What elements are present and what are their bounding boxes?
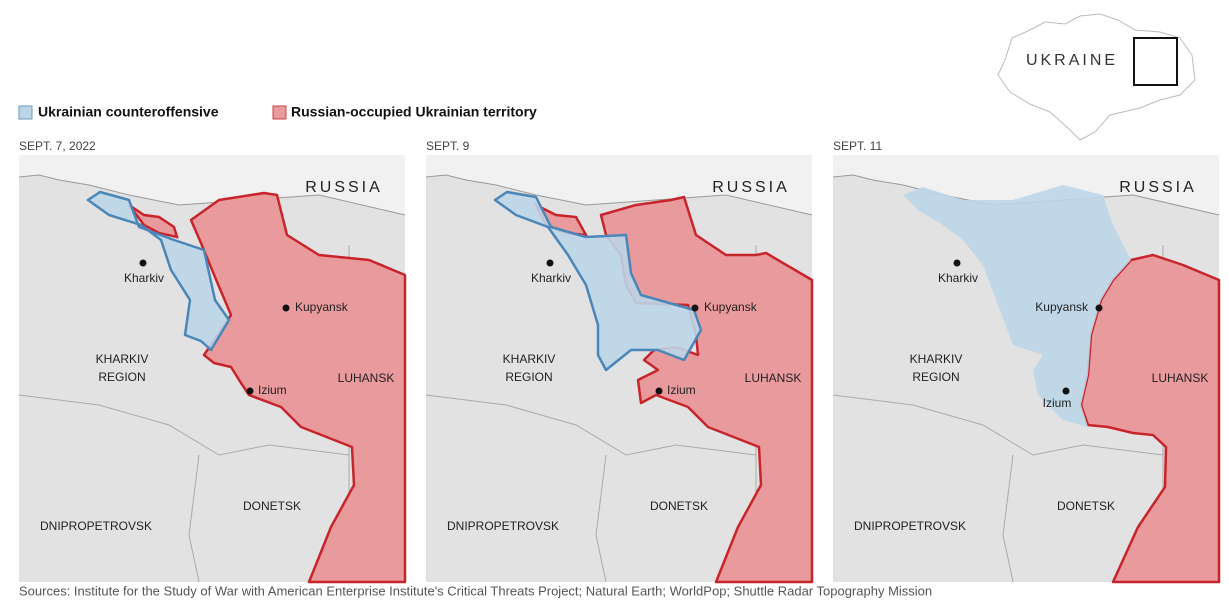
occupied-area: [599, 195, 814, 584]
map-panel: RUSSIA Kharkiv Kupyansk Izium KHARKIV REGION L…: [832, 155, 1221, 584]
panel-date: SEPT. 9: [426, 139, 470, 153]
legend-swatch: [272, 105, 287, 120]
russia-terrain: [426, 155, 812, 215]
legend-swatch: [18, 105, 33, 120]
panel-date: SEPT. 11: [833, 139, 882, 153]
city-dot: [282, 304, 290, 312]
counteroffensive-area: [903, 185, 1131, 427]
place-label: KHARKIV: [910, 352, 963, 366]
place-label: REGION: [98, 370, 145, 384]
panel-date: SEPT. 7, 2022: [19, 139, 96, 153]
counteroffensive-area: [493, 190, 703, 372]
place-label: DONETSK: [243, 499, 301, 513]
place-label: KHARKIV: [96, 352, 149, 366]
place-label: LUHANSK: [1152, 371, 1209, 385]
place-label: Kharkiv: [124, 271, 164, 285]
place-label: DNIPROPETROVSK: [40, 519, 152, 533]
place-label: RUSSIA: [305, 179, 383, 196]
place-label: DONETSK: [1057, 499, 1115, 513]
occupied-area: [128, 203, 179, 239]
counteroffensive-area: [86, 190, 231, 352]
city-dot: [1095, 304, 1103, 312]
place-label: RUSSIA: [1119, 179, 1197, 196]
place-label: Kupyansk: [704, 300, 758, 314]
border: [18, 174, 406, 216]
place-label: Izium: [258, 383, 287, 397]
city-dot: [691, 304, 699, 312]
place-label: DNIPROPETROVSK: [447, 519, 559, 533]
place-label: LUHANSK: [338, 371, 395, 385]
place-label: DNIPROPETROVSK: [854, 519, 966, 533]
legend-label: Russian-occupied Ukrainian territory: [291, 104, 537, 120]
map-panel: RUSSIA Kharkiv Kupyansk Izium KHARKIV REGION L…: [18, 155, 407, 584]
place-label: KHARKIV: [503, 352, 556, 366]
city-dot: [655, 387, 663, 395]
inset-outline: [997, 13, 1196, 141]
inset-label: UKRAINE: [1026, 52, 1118, 69]
source: Sources: Institute for the Study of War …: [19, 583, 932, 598]
place-label: Izium: [667, 383, 696, 397]
border: [425, 174, 813, 216]
place-label: Kupyansk: [1035, 300, 1089, 314]
city-dot: [1062, 387, 1070, 395]
russia-terrain: [19, 155, 405, 215]
place-label: REGION: [912, 370, 959, 384]
place-label: Kharkiv: [938, 271, 978, 285]
city-dot: [953, 259, 961, 267]
russia-terrain: [833, 155, 1219, 215]
place-label: Izium: [1043, 396, 1072, 410]
place-label: LUHANSK: [745, 371, 802, 385]
place-label: Kupyansk: [295, 300, 349, 314]
map-panel: RUSSIA Kharkiv Kupyansk Izium KHARKIV REGION L…: [425, 155, 814, 584]
place-label: RUSSIA: [712, 179, 790, 196]
city-dot: [139, 259, 147, 267]
place-label: Kharkiv: [531, 271, 571, 285]
city-dot: [246, 387, 254, 395]
legend-label: Ukrainian counteroffensive: [38, 104, 219, 120]
city-dot: [546, 259, 554, 267]
inset-frame: [1133, 37, 1178, 86]
place-label: DONETSK: [650, 499, 708, 513]
place-label: REGION: [505, 370, 552, 384]
